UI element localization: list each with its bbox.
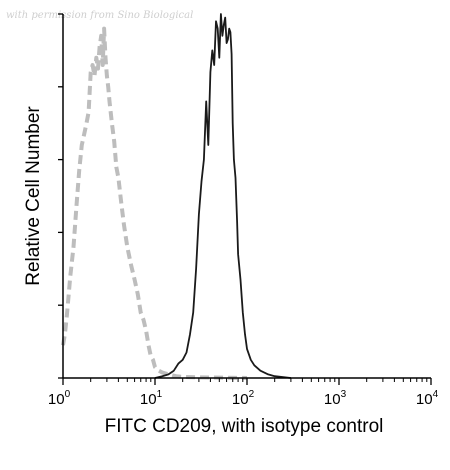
x-tick-label: 104	[416, 389, 439, 408]
isotype-control-histogram	[61, 26, 248, 380]
plot-area: 100 101 102 103 104	[48, 13, 439, 408]
cd209-histogram	[154, 13, 291, 379]
watermark-text: with permission from Sino Biological	[6, 10, 193, 21]
x-axis-title: FITC CD209, with isotype control	[105, 416, 384, 437]
x-tick-label: 101	[140, 389, 163, 408]
x-tick-label: 103	[324, 389, 347, 408]
x-tick-label: 102	[232, 389, 255, 408]
y-axis-title: Relative Cell Number	[23, 106, 44, 286]
x-tick-label: 100	[48, 389, 71, 408]
